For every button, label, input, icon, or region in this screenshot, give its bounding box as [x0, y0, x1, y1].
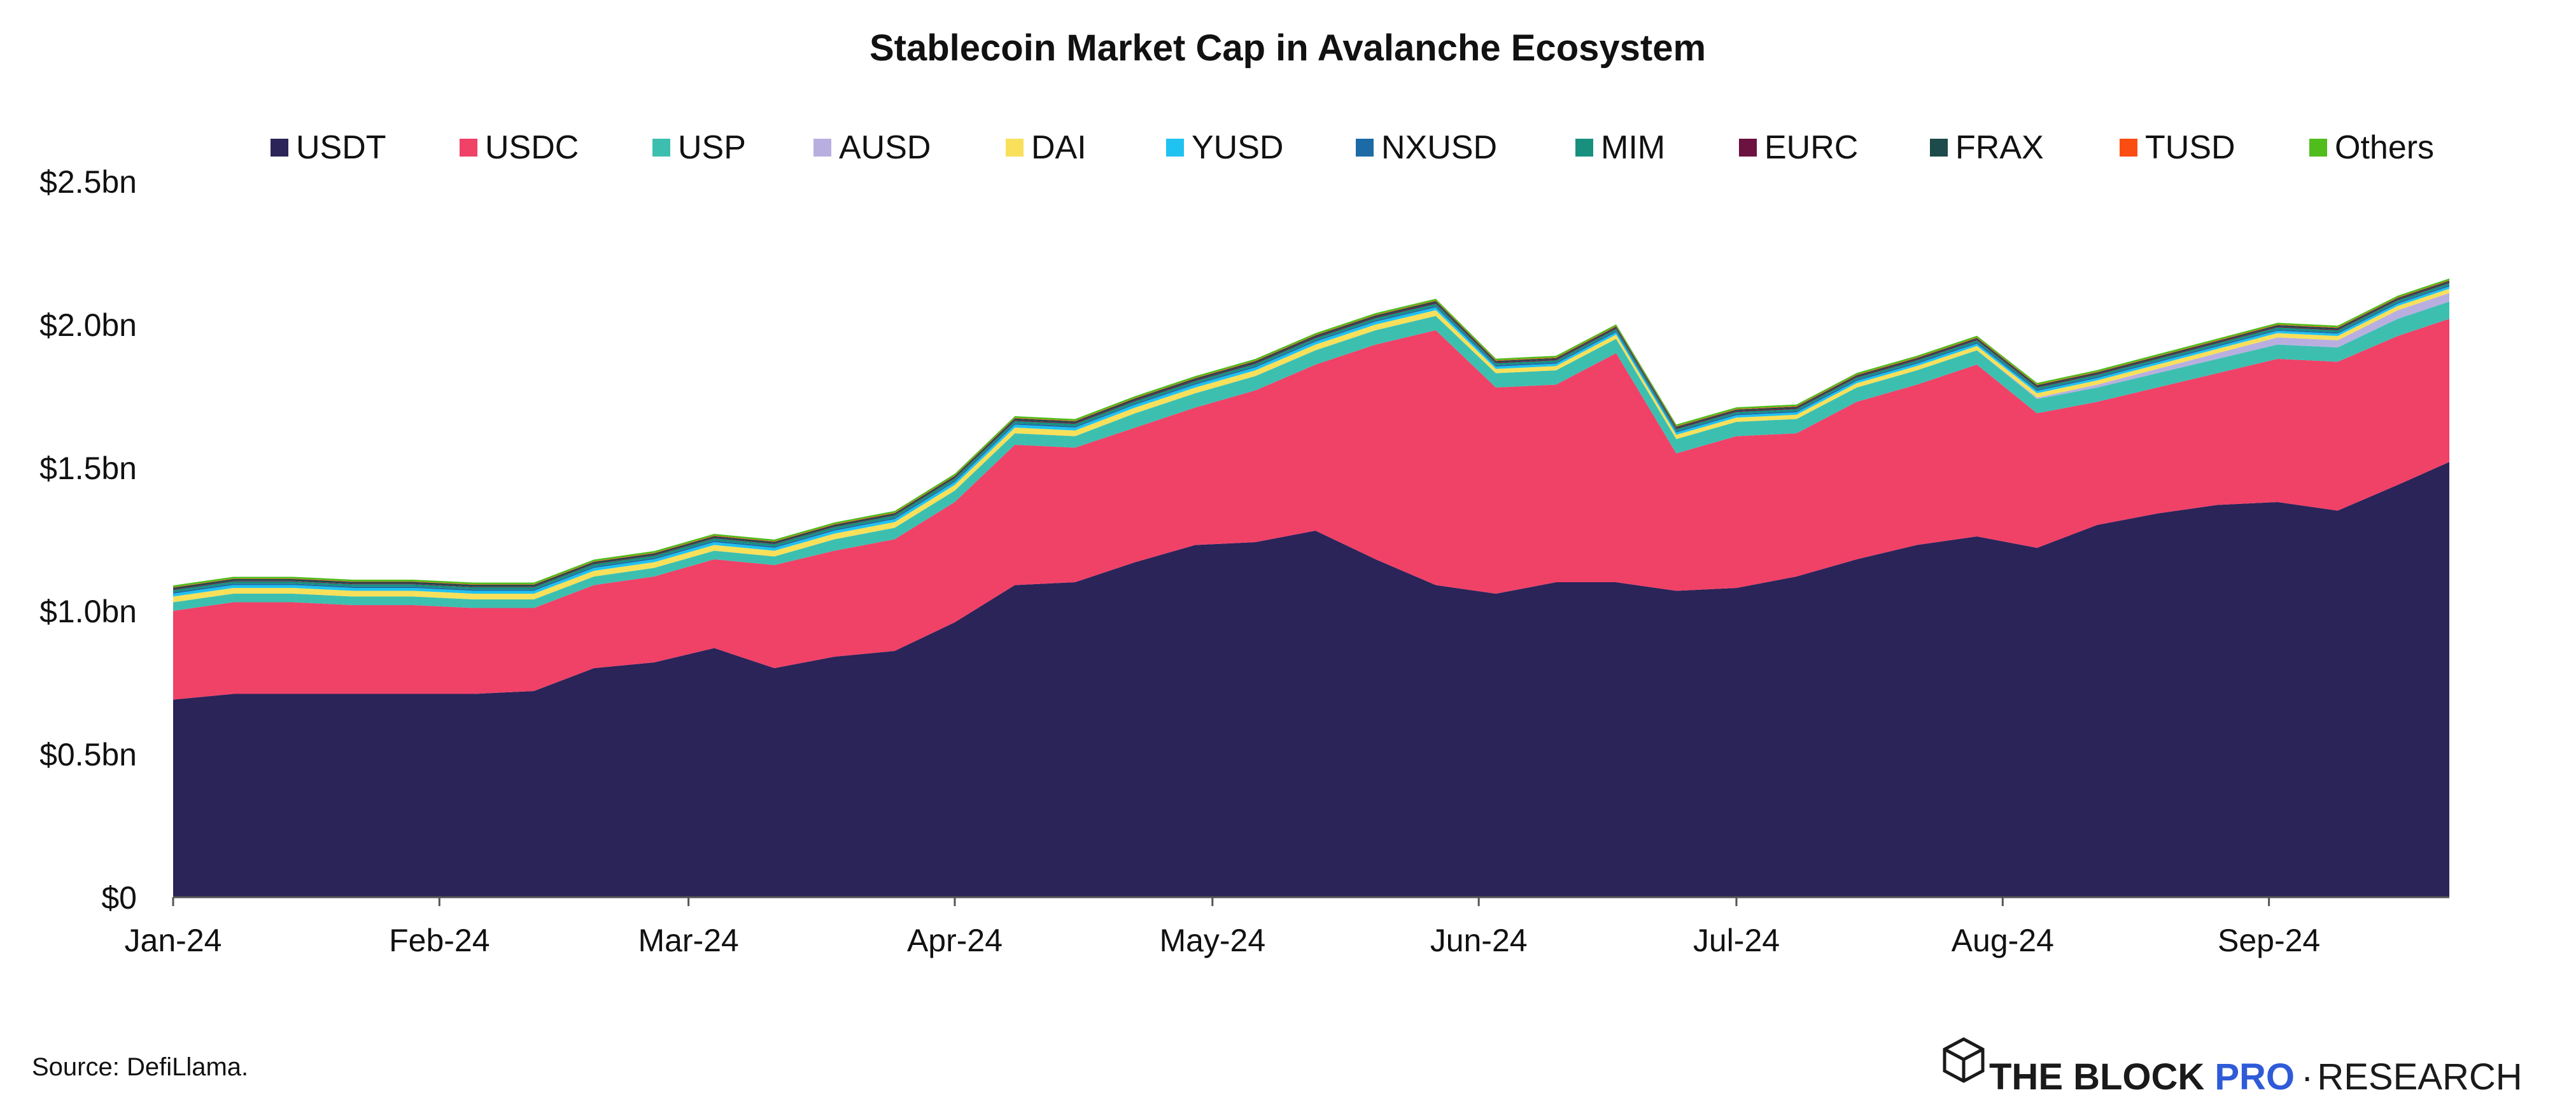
x-tick-label: Apr-24	[907, 923, 1003, 958]
y-tick-label: $2.5bn	[39, 164, 137, 200]
area-usdc	[173, 319, 2449, 700]
legend-label: Others	[2335, 129, 2434, 166]
legend-swatch	[460, 139, 477, 157]
source-note: Source: DefiLlama.	[32, 1053, 248, 1081]
legend-swatch	[652, 139, 670, 157]
x-axis: Jan-24 Feb-24 Mar-24 Apr-24 May-24 Jun-24 Jul-…	[125, 896, 2449, 958]
legend-item-dai: DAI	[1006, 129, 1087, 166]
legend-item-usdt: USDT	[271, 129, 386, 166]
legend-item-ausd: AUSD	[813, 129, 931, 166]
x-tick-label: Jul-24	[1693, 923, 1780, 958]
x-tick-label: Jun-24	[1430, 923, 1528, 958]
legend-item-usp: USP	[652, 129, 746, 166]
chart-title: Stablecoin Market Cap in Avalanche Ecosy…	[869, 27, 1706, 69]
legend-item-mim: MIM	[1575, 129, 1665, 166]
brand-logo: THE BLOCK PRO · RESEARCH	[1943, 1037, 2523, 1098]
legend-item-eurc: EURC	[1739, 129, 1858, 166]
brand-separator: ·	[2301, 1056, 2313, 1098]
area-dai	[173, 288, 2449, 603]
legend-label: TUSD	[2145, 129, 2235, 166]
y-tick-label: $0	[101, 880, 137, 916]
legend-swatch	[271, 139, 288, 157]
legend-swatch	[1006, 139, 1024, 157]
legend-label: DAI	[1031, 129, 1087, 166]
y-tick-label: $1.0bn	[39, 594, 137, 629]
x-tick-label: May-24	[1159, 923, 1265, 958]
legend: USDT USDC USP AUSD DAI YUSD NXUSD MIM EURC FRAX TU…	[271, 129, 2434, 166]
legend-label: YUSD	[1192, 129, 1283, 166]
legend-label: MIM	[1601, 129, 1665, 166]
x-tick-label: Sep-24	[2218, 923, 2320, 958]
legend-swatch	[1166, 139, 1184, 157]
legend-swatch	[1930, 139, 1948, 157]
brand-suffix: RESEARCH	[2317, 1056, 2522, 1098]
legend-swatch	[2309, 139, 2327, 157]
y-tick-label: $2.0bn	[39, 307, 137, 343]
x-tick-label: Jan-24	[125, 923, 222, 958]
stacked-areas	[173, 278, 2449, 897]
x-tick-label: Feb-24	[389, 923, 489, 958]
brand-name: THE BLOCK	[1989, 1056, 2204, 1098]
x-tick-label: Aug-24	[1952, 923, 2054, 958]
y-tick-label: $0.5bn	[39, 737, 137, 772]
x-tick-label: Mar-24	[638, 923, 738, 958]
legend-swatch	[1739, 139, 1757, 157]
legend-item-yusd: YUSD	[1166, 129, 1283, 166]
legend-label: AUSD	[839, 129, 931, 166]
y-axis: $0 $0.5bn $1.0bn $1.5bn $2.0bn $2.5bn	[39, 164, 137, 916]
legend-label: NXUSD	[1381, 129, 1497, 166]
area-usp	[173, 302, 2449, 611]
legend-label: USP	[678, 129, 746, 166]
legend-swatch	[1356, 139, 1374, 157]
legend-item-others: Others	[2309, 129, 2434, 166]
brand-text: THE BLOCK PRO · RESEARCH	[1989, 1056, 2523, 1098]
legend-label: USDT	[296, 129, 386, 166]
cube-logo-icon	[1943, 1037, 1985, 1083]
legend-label: EURC	[1764, 129, 1858, 166]
legend-item-usdc: USDC	[460, 129, 579, 166]
brand-pro: PRO	[2214, 1056, 2295, 1098]
legend-swatch	[813, 139, 831, 157]
legend-swatch	[1575, 139, 1593, 157]
area-usdt	[173, 462, 2449, 897]
y-tick-label: $1.5bn	[39, 451, 137, 486]
legend-swatch	[2120, 139, 2137, 157]
legend-item-nxusd: NXUSD	[1356, 129, 1497, 166]
legend-label: FRAX	[1955, 129, 2044, 166]
legend-label: USDC	[485, 129, 579, 166]
legend-item-frax: FRAX	[1930, 129, 2044, 166]
legend-item-tusd: TUSD	[2120, 129, 2235, 166]
